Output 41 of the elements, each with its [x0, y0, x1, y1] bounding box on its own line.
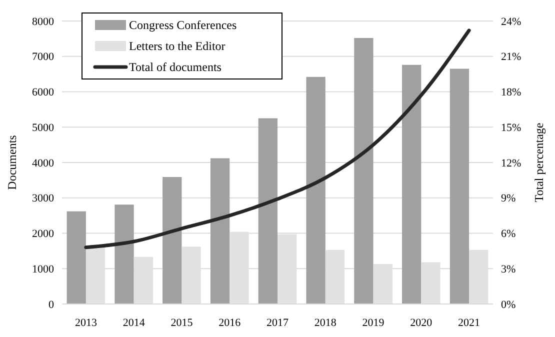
y-tick-label: 8000: [32, 16, 54, 28]
y2-tick-label: 21%: [501, 51, 522, 64]
x-tick-label: 2013: [74, 317, 98, 329]
x-tick-label: 2015: [170, 317, 194, 329]
bar: [210, 158, 230, 304]
y2-tick-label: 9%: [501, 192, 516, 205]
x-tick-label: 2021: [458, 317, 480, 329]
y2-tick-label: 6%: [501, 228, 516, 240]
x-tick-label: 2020: [410, 317, 433, 329]
y2-axis-title: Total percentage: [532, 122, 546, 202]
y2-tick-label: 15%: [501, 122, 522, 134]
y-tick-label: 3000: [32, 192, 54, 205]
legend-label: Congress Conferences: [129, 18, 237, 32]
y-tick-label: 0: [48, 298, 54, 311]
y2-tick-label: 24%: [501, 16, 522, 28]
y2-tick-label: 18%: [501, 86, 522, 99]
y-tick-label: 1000: [32, 263, 54, 276]
y-tick-label: 4000: [32, 157, 54, 170]
legend-label: Total of documents: [129, 60, 222, 74]
y2-tick-label: 0%: [501, 298, 516, 311]
bar: [66, 211, 86, 304]
y-axis-title: Documents: [5, 134, 19, 190]
x-tick-label: 2018: [314, 317, 337, 329]
x-tick-label: 2014: [122, 317, 146, 329]
bar: [258, 118, 278, 304]
bar: [162, 177, 182, 304]
bar: [354, 38, 374, 304]
bar: [306, 76, 326, 304]
y-tick-label: 7000: [32, 51, 54, 64]
y2-tick-label: 12%: [501, 157, 522, 170]
x-tick-label: 2016: [218, 317, 242, 329]
bar: [450, 68, 470, 304]
x-tick-label: 2017: [266, 317, 289, 329]
x-tick-label: 2019: [362, 317, 385, 329]
y-tick-label: 6000: [32, 86, 54, 99]
y-tick-label: 2000: [32, 228, 54, 240]
bar: [114, 204, 134, 304]
y2-tick-label: 3%: [501, 263, 516, 276]
legend-label: Letters to the Editor: [129, 39, 226, 54]
y-tick-label: 5000: [32, 122, 54, 134]
bar: [402, 64, 422, 304]
